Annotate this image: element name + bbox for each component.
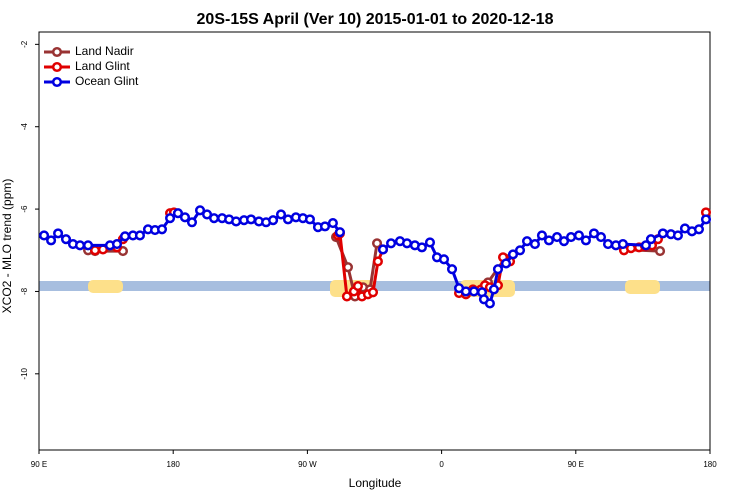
data-point xyxy=(657,228,668,239)
data-point xyxy=(500,258,512,269)
data-point xyxy=(46,235,57,246)
land-band xyxy=(625,280,660,294)
data-point xyxy=(573,230,584,241)
x-tick-label: 90 W xyxy=(298,460,317,469)
data-point xyxy=(275,209,287,220)
chart-title: 20S-15S April (Ver 10) 2015-01-01 to 202… xyxy=(197,11,554,28)
data-point xyxy=(179,212,191,223)
y-tick-label: -10 xyxy=(20,367,29,379)
data-point xyxy=(416,242,427,253)
x-tick-label: 180 xyxy=(167,460,181,469)
data-point xyxy=(700,214,712,225)
data-point xyxy=(352,281,363,292)
data-point xyxy=(460,286,471,297)
data-point xyxy=(119,231,131,242)
data-point xyxy=(640,240,651,251)
data-point xyxy=(468,286,480,297)
data-point xyxy=(595,232,607,243)
data-point xyxy=(377,244,389,255)
data-point xyxy=(507,249,519,260)
data-point xyxy=(386,238,397,249)
data-point xyxy=(39,230,50,241)
data-point xyxy=(401,238,413,249)
data-point xyxy=(209,213,220,224)
data-point xyxy=(194,205,206,216)
data-point xyxy=(111,239,123,250)
data-point xyxy=(492,264,504,275)
legend-marker xyxy=(51,61,63,73)
data-point xyxy=(693,224,705,235)
data-point xyxy=(341,291,352,302)
data-point xyxy=(60,234,72,245)
data-point xyxy=(134,230,145,241)
legend-label: Land Glint xyxy=(75,59,130,73)
data-point xyxy=(565,232,577,243)
data-point xyxy=(334,227,345,238)
data-point xyxy=(484,298,495,309)
x-tick-label: 0 xyxy=(439,460,444,469)
data-point xyxy=(327,218,338,229)
plot-frame xyxy=(38,31,711,451)
data-point xyxy=(551,232,563,243)
data-point xyxy=(165,213,176,224)
data-point xyxy=(371,238,383,249)
data-point xyxy=(156,224,168,235)
data-point xyxy=(231,216,242,227)
data-point xyxy=(521,236,533,247)
data-point xyxy=(186,217,198,228)
data-point xyxy=(424,237,436,248)
y-axis-label: XCO2 - MLO trend (ppm) xyxy=(0,179,14,314)
x-axis-label: Longitude xyxy=(349,476,402,490)
data-point xyxy=(74,240,86,251)
legend-label: Ocean Glint xyxy=(75,74,139,88)
data-point xyxy=(602,239,614,250)
data-point xyxy=(645,234,657,245)
x-tick-label: 180 xyxy=(703,460,717,469)
data-point xyxy=(245,214,257,225)
data-point xyxy=(319,221,331,232)
data-point xyxy=(282,214,294,225)
legend-marker xyxy=(51,46,63,58)
data-point xyxy=(304,214,315,225)
data-point xyxy=(617,239,628,250)
land-band xyxy=(88,280,123,293)
data-point xyxy=(438,254,450,265)
x-tick-label: 90 E xyxy=(31,460,47,469)
data-point xyxy=(558,236,570,247)
data-point xyxy=(672,230,683,241)
data-point xyxy=(529,239,540,250)
data-point xyxy=(372,256,383,267)
legend-label: Land Nadir xyxy=(75,44,134,58)
y-tick-label: -4 xyxy=(20,123,29,131)
data-point xyxy=(53,228,64,239)
y-tick-label: -2 xyxy=(20,40,29,48)
data-point xyxy=(514,245,526,256)
y-tick-label: -6 xyxy=(20,205,29,213)
data-point xyxy=(580,235,591,246)
y-tick-label: -8 xyxy=(20,287,29,295)
legend-marker xyxy=(51,76,63,88)
data-point xyxy=(488,284,499,295)
data-point xyxy=(172,208,184,219)
data-point xyxy=(367,287,379,298)
data-point xyxy=(536,230,548,241)
data-point xyxy=(268,215,279,226)
data-point xyxy=(543,235,555,246)
data-point xyxy=(83,240,94,251)
data-point xyxy=(446,264,458,275)
data-point xyxy=(654,246,666,257)
x-tick-label: 90 E xyxy=(568,460,584,469)
